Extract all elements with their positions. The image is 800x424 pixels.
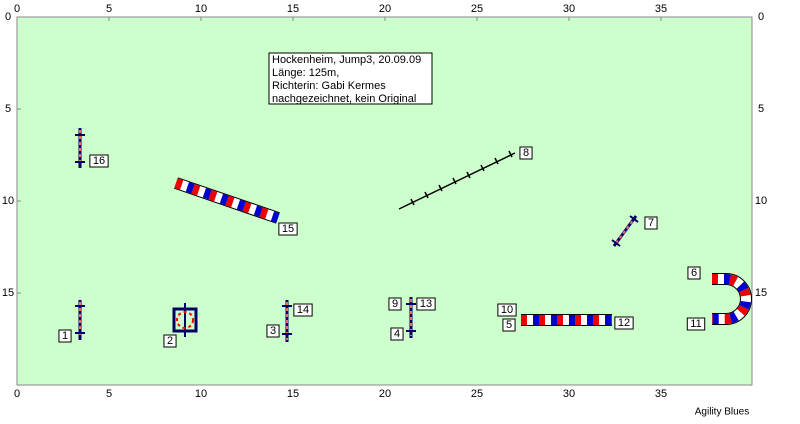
- x-axis-label: 10: [195, 388, 207, 400]
- obstacle-number-text: 4: [394, 328, 400, 340]
- obstacle-number-text: 7: [648, 217, 654, 229]
- obstacle-number-text: 11: [690, 318, 701, 330]
- info-line: nachgezeichnet, kein Original: [272, 93, 416, 105]
- y-axis-label: 10: [755, 195, 767, 207]
- x-axis-label: 25: [471, 3, 483, 15]
- tyre-2: [172, 303, 198, 337]
- number-box: [502, 318, 516, 332]
- info-box: Hockenheim, Jump3, 20.09.09 Länge: 125m,…: [268, 52, 433, 105]
- obstacle-number: 12: [614, 316, 634, 330]
- jump-4: [406, 297, 416, 338]
- number-box: [58, 329, 72, 343]
- obstacle-number: 16: [89, 154, 109, 168]
- obstacle-number: 15: [278, 222, 298, 236]
- number-box: [687, 266, 701, 280]
- obstacle-number: 11: [686, 317, 706, 331]
- obstacle-number-text: 12: [618, 317, 630, 329]
- y-axis-label: 10: [2, 195, 14, 207]
- obstacle-number-text: 6: [691, 267, 697, 279]
- x-axis-label: 5: [106, 3, 112, 15]
- number-box: [614, 316, 634, 330]
- number-box: [644, 216, 658, 230]
- jump-7: [611, 215, 639, 247]
- number-box: [519, 146, 533, 160]
- weave-8: [398, 150, 516, 210]
- jump-16: [75, 128, 85, 168]
- obstacle-number-text: 1: [62, 330, 68, 342]
- y-axis-label: 0: [5, 11, 11, 23]
- obstacle-number-text: 13: [420, 298, 432, 310]
- x-axis-label: 0: [14, 3, 20, 15]
- y-axis-label: 0: [758, 11, 764, 23]
- obstacle-number-text: 15: [282, 223, 294, 235]
- obstacle-number: 4: [390, 327, 404, 341]
- x-axis-label: 35: [655, 388, 667, 400]
- x-axis-label: 5: [106, 388, 112, 400]
- obstacle-number-text: 8: [523, 147, 529, 159]
- obstacle-number: 1: [58, 329, 72, 343]
- obstacle-number-text: 3: [270, 325, 276, 337]
- number-box: [390, 327, 404, 341]
- obstacle-number-text: 5: [506, 319, 512, 331]
- number-box: [278, 222, 298, 236]
- y-axis-label: 15: [755, 287, 767, 299]
- obstacle-number: 2: [163, 334, 177, 348]
- number-box: [388, 297, 402, 311]
- number-box: [416, 297, 436, 311]
- x-axis-label: 15: [287, 388, 299, 400]
- x-axis-label: 20: [379, 388, 391, 400]
- x-axis-label: 20: [379, 3, 391, 15]
- number-box: [497, 303, 517, 317]
- number-box: [266, 324, 280, 338]
- obstacle-number-text: 16: [93, 155, 105, 167]
- obstacle-number: 8: [519, 146, 533, 160]
- obstacle-number: 14: [293, 303, 313, 317]
- obstacle-number: 6: [687, 266, 701, 280]
- x-axis-label: 25: [471, 388, 483, 400]
- number-box: [686, 317, 706, 331]
- x-axis-label: 35: [655, 3, 667, 15]
- number-box: [163, 334, 177, 348]
- x-axis-label: 10: [195, 3, 207, 15]
- obstacle-number: 10: [497, 303, 517, 317]
- jump-1: [75, 300, 85, 340]
- y-axis-label: 15: [2, 287, 14, 299]
- footer: Agility Blues: [695, 407, 749, 418]
- obstacle-number: 9: [388, 297, 402, 311]
- tunnel-6-11: [712, 273, 752, 325]
- x-axis-label: 0: [14, 388, 20, 400]
- info-line: Richterin: Gabi Kermes: [272, 80, 386, 92]
- number-box: [89, 154, 109, 168]
- x-axis-label: 30: [563, 388, 575, 400]
- obstacle-number: 3: [266, 324, 280, 338]
- jump-3: [282, 300, 292, 342]
- info-line: Hockenheim, Jump3, 20.09.09: [272, 54, 421, 66]
- y-axis-label: 5: [5, 103, 11, 115]
- obstacle-number: 7: [644, 216, 658, 230]
- number-box: [293, 303, 313, 317]
- obstacle-number: 5: [502, 318, 516, 332]
- info-line: Länge: 125m,: [272, 67, 339, 79]
- obstacle-number-text: 9: [392, 298, 398, 310]
- y-axis-label: 5: [758, 103, 764, 115]
- obstacle-number-text: 14: [297, 304, 309, 316]
- obstacle-number: 13: [416, 297, 436, 311]
- x-axis-label: 30: [563, 3, 575, 15]
- tunnel-15: [174, 177, 280, 224]
- obstacle-number-text: 2: [167, 335, 173, 347]
- obstacle-number-text: 10: [501, 304, 513, 316]
- obstacles: [75, 128, 752, 342]
- x-axis-label: 15: [287, 3, 299, 15]
